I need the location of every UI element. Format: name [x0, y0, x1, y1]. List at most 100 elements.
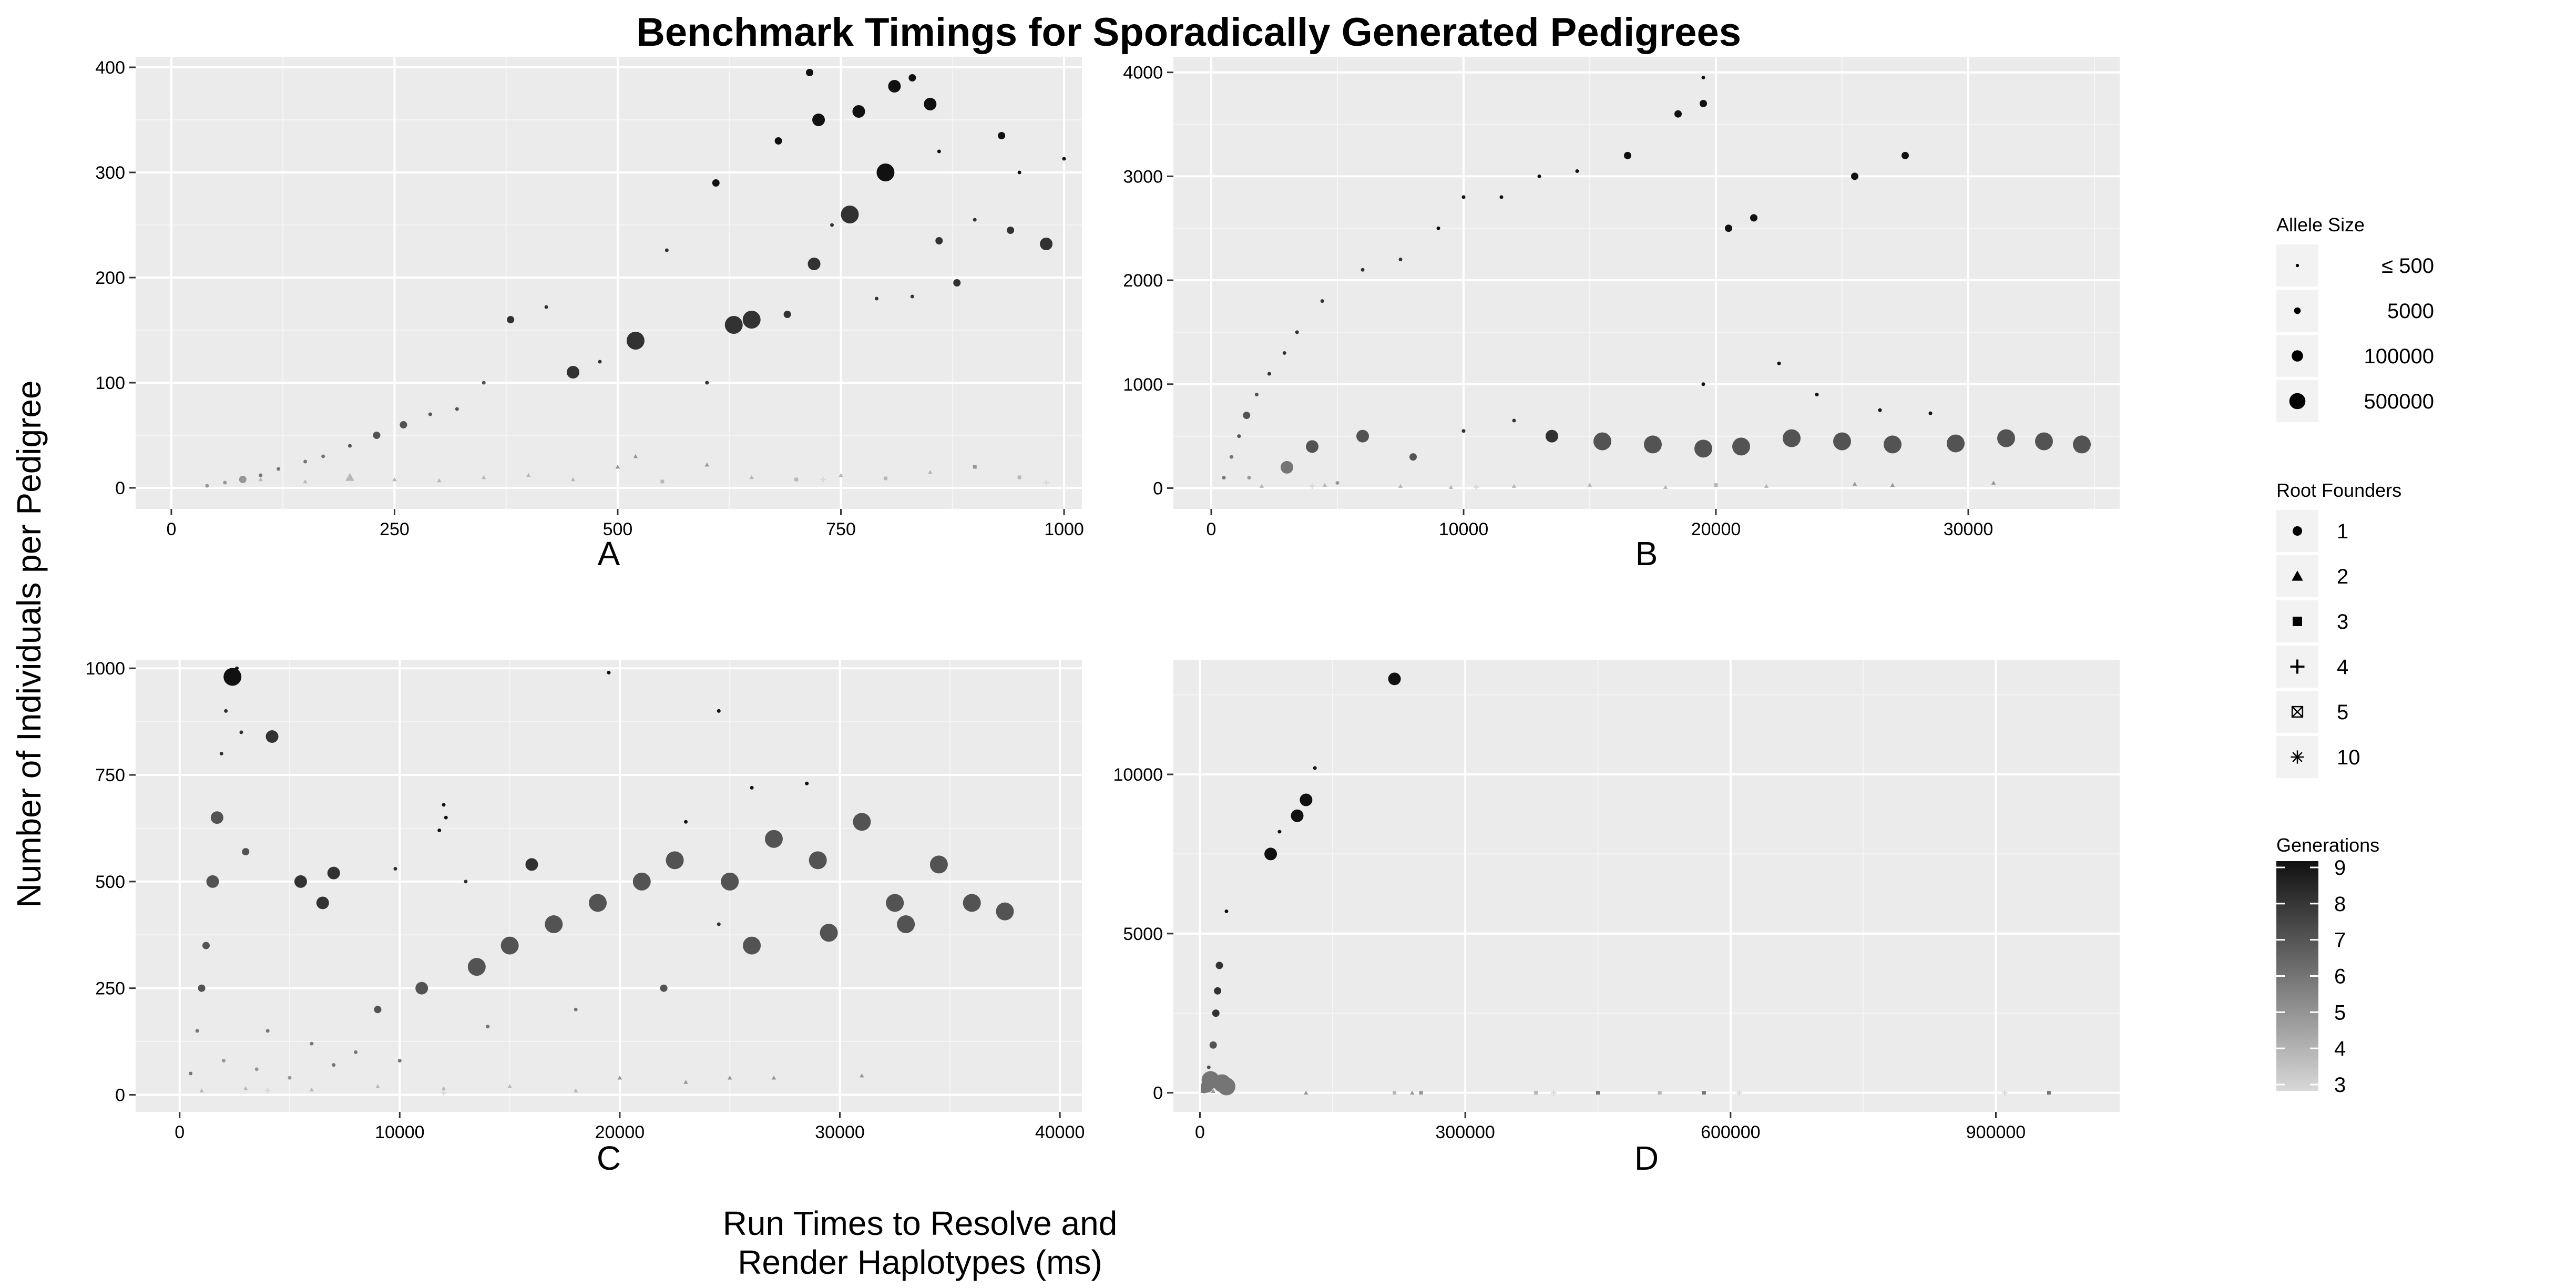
data-point — [1243, 412, 1251, 420]
data-point — [1928, 411, 1933, 415]
data-point — [830, 223, 834, 227]
legend-shape-symbol — [2291, 706, 2304, 718]
data-point — [202, 942, 210, 949]
data-point — [910, 294, 914, 299]
x-tick-label: 40000 — [1035, 1122, 1085, 1142]
data-point — [198, 984, 206, 992]
data-point — [717, 922, 721, 926]
data-point — [1277, 830, 1282, 834]
data-point — [924, 98, 937, 110]
legend-size-label: 5000 — [2387, 300, 2434, 323]
data-point — [467, 958, 486, 976]
legend-shape-label: 5 — [2337, 701, 2348, 724]
data-point — [598, 360, 602, 364]
x-tick-label: 500 — [603, 519, 633, 539]
data-point — [570, 477, 576, 482]
data-point — [2035, 432, 2053, 451]
data-point — [1398, 258, 1403, 262]
data-point — [771, 1075, 776, 1080]
data-point — [415, 982, 428, 995]
data-point — [1511, 484, 1517, 488]
data-point — [1448, 485, 1454, 489]
data-point — [1783, 429, 1801, 447]
data-point — [525, 858, 538, 871]
data-point — [1291, 809, 1304, 822]
data-point — [1419, 1091, 1423, 1095]
data-point — [1247, 476, 1251, 480]
data-point — [1777, 361, 1781, 365]
data-point — [544, 305, 548, 309]
data-point — [1313, 766, 1317, 770]
data-point — [852, 105, 865, 118]
data-point — [632, 872, 651, 891]
data-point — [665, 248, 669, 252]
data-point — [853, 813, 871, 831]
data-point — [1040, 238, 1053, 250]
panel-c: 0 10000 20000 30000 40000 0 250 500 750 1000 C — [85, 659, 1085, 1177]
data-point — [1851, 172, 1858, 180]
data-point — [721, 872, 739, 891]
data-point — [235, 666, 239, 670]
data-point — [1322, 483, 1327, 487]
x-tick-label: 0 — [166, 519, 176, 539]
data-point — [455, 407, 459, 411]
data-point — [1701, 76, 1705, 80]
panel-label: B — [1635, 535, 1658, 573]
data-point — [437, 478, 442, 483]
data-point — [750, 785, 754, 790]
data-point — [332, 1063, 336, 1067]
legend-shape-label: 4 — [2337, 656, 2348, 679]
y-tick-label: 4000 — [1123, 63, 1163, 83]
data-point — [1436, 226, 1440, 230]
data-point — [683, 1080, 688, 1084]
data-point — [1902, 151, 1909, 159]
y-tick-label: 750 — [95, 765, 125, 785]
data-point — [223, 668, 242, 686]
data-point — [883, 476, 887, 481]
data-point — [1320, 299, 1324, 303]
data-point — [1215, 962, 1223, 969]
y-tick-label: 0 — [1153, 478, 1163, 498]
x-tick-label: 0 — [1207, 519, 1217, 539]
data-point — [841, 206, 859, 223]
data-point — [294, 875, 307, 888]
data-point — [1701, 382, 1705, 386]
y-tick-label: 300 — [95, 163, 125, 183]
data-point — [809, 851, 827, 870]
data-point — [441, 1086, 446, 1090]
data-point — [1393, 1091, 1397, 1095]
data-point — [1461, 429, 1466, 433]
data-point — [1551, 1090, 1557, 1096]
data-point — [1658, 1091, 1662, 1095]
data-point — [574, 1088, 578, 1092]
data-point — [897, 915, 915, 934]
data-point — [1997, 429, 2015, 447]
legend-size-symbol — [2292, 350, 2303, 362]
legend-shape-symbol — [2292, 570, 2303, 581]
data-point — [1207, 1065, 1211, 1069]
legend-colorbar-label: 6 — [2334, 965, 2346, 988]
y-tick-label: 1000 — [1123, 375, 1163, 395]
data-point — [199, 1088, 204, 1092]
data-point — [574, 1007, 578, 1011]
data-point — [545, 915, 563, 934]
data-point — [1663, 485, 1668, 489]
data-point — [303, 479, 308, 484]
x-tick-label: 10000 — [375, 1122, 425, 1142]
legend-size-label: ≤ 500 — [2381, 254, 2434, 278]
data-point — [567, 366, 580, 379]
data-point — [774, 137, 782, 145]
data-point — [265, 730, 279, 743]
data-point — [886, 894, 904, 912]
data-point — [1043, 479, 1049, 486]
x-tick-label: 30000 — [815, 1122, 865, 1142]
data-point — [626, 332, 645, 350]
data-point — [742, 311, 761, 329]
data-point — [1212, 1009, 1220, 1017]
panel-background — [136, 57, 1082, 509]
data-point — [310, 1041, 314, 1046]
data-point — [507, 1084, 512, 1088]
data-point — [1991, 481, 1996, 485]
data-point — [666, 851, 684, 870]
legend-colorbar-label: 4 — [2334, 1037, 2346, 1060]
